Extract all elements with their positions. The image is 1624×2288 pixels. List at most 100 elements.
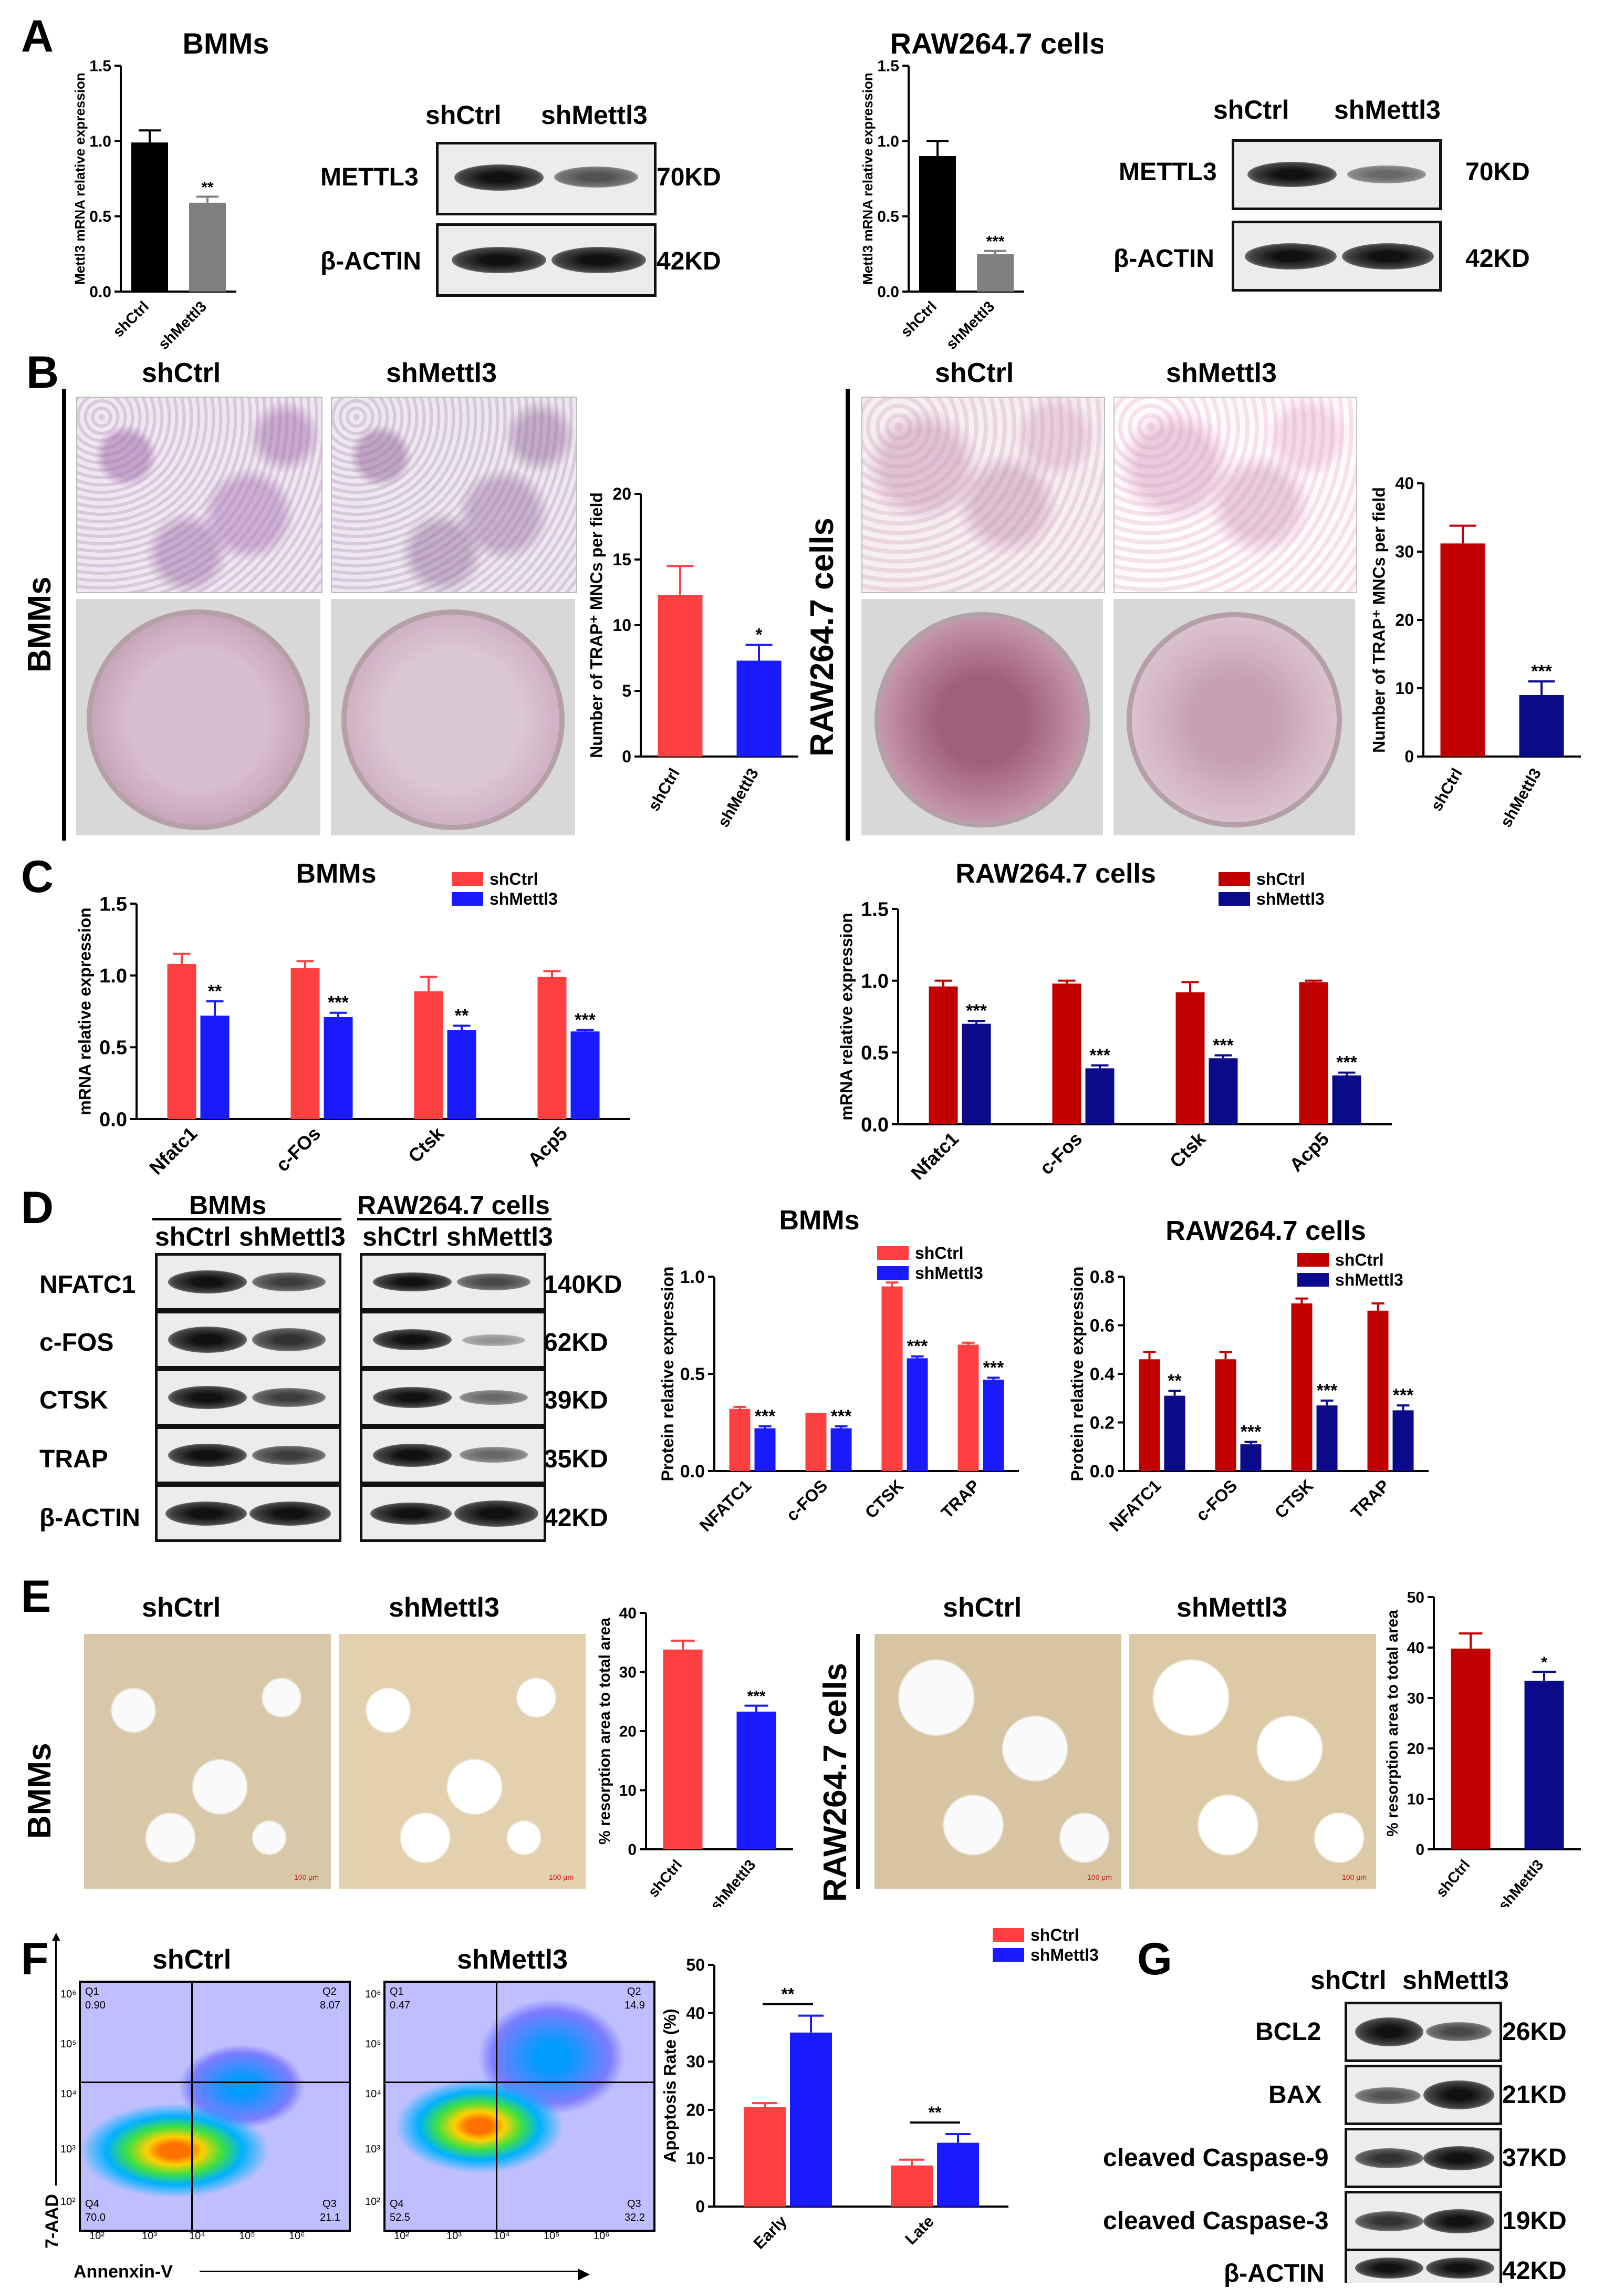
chart-title: RAW264.7 cells	[1165, 1216, 1366, 1246]
blot-d-bmm-ctsk	[155, 1369, 341, 1426]
flow-xaxis-arrowhead: ▶	[578, 2265, 590, 2282]
flow-yaxis-arrow	[55, 1939, 57, 2186]
flow-mettl3-ytick-5: 10⁶	[365, 1989, 381, 2000]
wb-d-label-actin: β-ACTIN	[39, 1504, 140, 1532]
bar	[805, 1413, 827, 1471]
wb-g-header-mettl3: shMettl3	[1402, 1965, 1509, 1995]
blot-d-bmm-actin	[155, 1484, 341, 1542]
flow-yaxis-arrowhead: ▲	[49, 1928, 63, 1944]
legend-label: shMettl3	[1335, 1270, 1403, 1289]
blot-d-bmm-trap	[155, 1426, 341, 1484]
bar	[881, 1286, 903, 1471]
flow-plot-mettl3: Q1 0.47 Q2 14.9 Q4 52.5 Q3 32.2	[383, 1981, 655, 2232]
y-tick-label: 40	[686, 2004, 705, 2023]
bar	[324, 1017, 353, 1119]
bar	[290, 968, 320, 1119]
x-tick-label: shCtrl	[645, 1857, 685, 1901]
y-tick-label: 30	[1407, 1690, 1424, 1707]
legend-label: shMettl3	[915, 1264, 983, 1282]
wb-a-bmm-label-mettl3: METTL3	[320, 163, 419, 191]
legend-swatch	[877, 1246, 909, 1260]
significance-mark: ***	[755, 1406, 776, 1426]
e-raw-mettl3-scale: 100 μm	[1342, 1873, 1367, 1881]
wb-g-size-bcl2: 26KD	[1502, 2018, 1567, 2046]
blot-d-bmm-cfos	[155, 1311, 341, 1369]
flow-ctrl-xtick-3: 10⁴	[189, 2230, 205, 2242]
flow-ctrl-ytick-1: 10²	[60, 2196, 76, 2208]
y-tick-label: 50	[686, 1955, 705, 1974]
y-tick-label: 1.5	[877, 58, 899, 75]
bar	[957, 1344, 979, 1471]
y-axis-label: Number of TRAP⁺ MNCs per field	[1369, 487, 1388, 753]
wb-a-raw-header-ctrl: shCtrl	[1213, 95, 1289, 125]
b-bmm-header-ctrl: shCtrl	[142, 358, 221, 388]
blot-d-bmm-nfatc1	[155, 1253, 341, 1311]
chart-b-bmm: 0 5 10 15 20 Number of TRAP⁺ MNCs per field sh…	[587, 484, 798, 830]
y-tick-label: 20	[619, 1723, 637, 1741]
bar	[537, 977, 567, 1119]
chart-title: BMMs	[183, 27, 269, 60]
e-raw-side-label: RAW264.7 cells	[817, 1663, 853, 1902]
y-tick-label: 40	[619, 1605, 637, 1622]
blot-a-bmm-mettl3	[436, 142, 657, 215]
y-tick-label: 50	[1407, 1589, 1424, 1607]
bar	[754, 1428, 776, 1471]
b-raw-side-label: RAW264.7 cells	[804, 517, 840, 757]
legend-swatch	[993, 1948, 1024, 1962]
chart-f-apoptosis: 0 10 20 30 40 50 Apoptosis Rate (%) Early Late **…	[660, 1925, 1098, 2253]
flow-mettl3-q3: Q3	[627, 2198, 641, 2210]
e-raw-ctrl-image	[875, 1634, 1121, 1889]
wb-d-raw-header-mettl3: shMettl3	[446, 1222, 553, 1251]
y-tick-label: 0.5	[99, 1037, 127, 1059]
wb-g-label-casp9: cleaved Caspase-9	[1103, 2144, 1329, 2172]
bar	[1299, 982, 1328, 1124]
legend-label: shCtrl	[1335, 1250, 1383, 1269]
b-bmm-ctrl-well	[76, 599, 320, 835]
flow-ctrl-xtick-4: 10⁵	[239, 2230, 255, 2242]
y-tick-label: 30	[619, 1664, 637, 1681]
bar	[1175, 992, 1205, 1124]
wb-a-raw-label-mettl3: METTL3	[1119, 158, 1217, 186]
y-tick-label: 1.5	[861, 898, 889, 920]
e-raw-mettl3-image	[1129, 1634, 1376, 1889]
y-tick-label: 5	[622, 681, 631, 700]
legend-swatch	[1297, 1253, 1329, 1267]
y-tick-label: 0.0	[680, 1462, 705, 1482]
significance-mark: **	[929, 2103, 942, 2122]
y-tick-label: 0.4	[1090, 1364, 1115, 1384]
b-raw-header-ctrl: shCtrl	[935, 358, 1014, 388]
x-tick-label: Ctsk	[1165, 1127, 1210, 1172]
wb-d-group-bmm-line	[152, 1218, 341, 1220]
significance-mark: **	[455, 1006, 469, 1026]
significance-mark: **	[201, 179, 214, 196]
blot-a-raw-mettl3	[1232, 139, 1442, 210]
y-tick-label: 1.0	[89, 133, 111, 150]
y-tick-label: 1.0	[99, 965, 127, 987]
wb-a-raw-size-actin: 42KD	[1465, 245, 1530, 273]
x-tick-label: shCtrl	[645, 765, 683, 814]
panel-label-g: G	[1137, 1934, 1172, 1984]
flow-ctrl-q1-value: 0.90	[85, 2000, 106, 2011]
blot-d-raw-ctsk	[360, 1369, 546, 1426]
bar	[1519, 695, 1564, 757]
x-tick-label: Acp5	[1285, 1128, 1333, 1176]
x-tick-label: shMettl3	[943, 298, 998, 353]
y-tick-label: 10	[1395, 679, 1414, 698]
flow-mettl3-xtick-1: 10²	[394, 2230, 409, 2242]
y-axis-label: % resorption area to total area	[1384, 1610, 1401, 1837]
bar	[131, 142, 168, 292]
blot-g-bcl2	[1345, 2002, 1502, 2062]
x-tick-label: shCtrl	[110, 298, 152, 340]
significance-mark: ***	[747, 1688, 765, 1705]
y-tick-label: 1.0	[861, 970, 889, 992]
x-tick-label: TRAP	[1347, 1476, 1393, 1522]
flow-mettl3-q4: Q4	[390, 2198, 404, 2210]
bar	[1209, 1058, 1238, 1124]
flow-ctrl-ytick-2: 10³	[60, 2144, 76, 2155]
y-tick-label: 30	[1395, 542, 1414, 561]
flow-mettl3-q4-value: 52.5	[390, 2212, 410, 2223]
wb-a-bmm-size-actin: 42KD	[657, 247, 721, 275]
wb-d-group-raw: RAW264.7 cells	[357, 1190, 550, 1220]
